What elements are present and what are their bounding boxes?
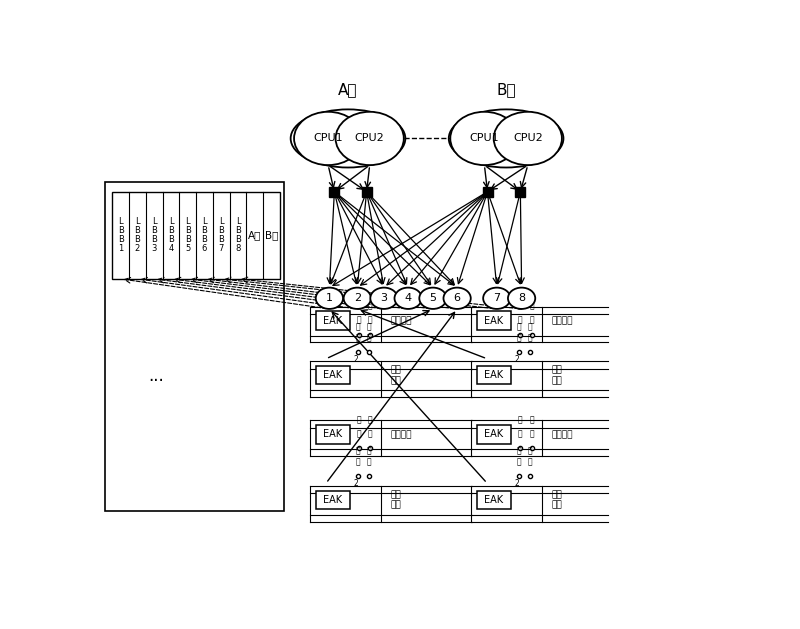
Text: CPU1: CPU1 bbox=[314, 133, 343, 143]
Text: 计轴
信号: 计轴 信号 bbox=[390, 365, 401, 385]
Circle shape bbox=[336, 112, 404, 165]
FancyBboxPatch shape bbox=[477, 311, 511, 330]
Text: L
B
B
8: L B B 8 bbox=[235, 217, 241, 253]
Text: 磁: 磁 bbox=[517, 457, 522, 466]
Circle shape bbox=[394, 287, 422, 309]
Text: A系: A系 bbox=[338, 82, 358, 97]
Text: 1: 1 bbox=[326, 293, 333, 303]
Text: 头: 头 bbox=[528, 447, 533, 455]
Text: ...: ... bbox=[148, 367, 164, 385]
Text: 5: 5 bbox=[430, 293, 437, 303]
Text: EAK: EAK bbox=[323, 495, 342, 504]
Text: 2: 2 bbox=[354, 293, 361, 303]
Text: 头: 头 bbox=[530, 429, 534, 438]
FancyBboxPatch shape bbox=[316, 311, 350, 330]
Text: B系: B系 bbox=[496, 82, 516, 97]
Circle shape bbox=[494, 112, 562, 165]
Text: 头: 头 bbox=[368, 429, 373, 438]
Text: 头: 头 bbox=[517, 447, 522, 455]
Text: 磁: 磁 bbox=[357, 415, 362, 424]
Circle shape bbox=[294, 112, 362, 165]
Text: 计轴信号: 计轴信号 bbox=[390, 316, 412, 325]
Text: L
B
B
1: L B B 1 bbox=[118, 217, 124, 253]
FancyBboxPatch shape bbox=[316, 491, 350, 509]
Text: 8: 8 bbox=[518, 293, 525, 303]
Circle shape bbox=[443, 287, 470, 309]
Text: 2: 2 bbox=[514, 479, 519, 488]
Text: 头: 头 bbox=[518, 429, 522, 438]
Text: 磁: 磁 bbox=[366, 333, 371, 342]
Text: 磁: 磁 bbox=[518, 415, 522, 424]
FancyBboxPatch shape bbox=[112, 192, 280, 279]
Circle shape bbox=[508, 287, 535, 309]
Circle shape bbox=[450, 112, 518, 165]
Text: 头: 头 bbox=[517, 322, 522, 331]
Text: EAK: EAK bbox=[323, 430, 342, 440]
FancyBboxPatch shape bbox=[477, 366, 511, 384]
Text: B系: B系 bbox=[265, 230, 278, 240]
Text: 头: 头 bbox=[518, 315, 522, 324]
Text: 磁: 磁 bbox=[530, 415, 534, 424]
Text: 磁: 磁 bbox=[356, 457, 360, 466]
Text: 计轴
信号: 计轴 信号 bbox=[390, 490, 401, 509]
Text: 计轴信号: 计轴信号 bbox=[551, 430, 573, 439]
Text: 头: 头 bbox=[530, 315, 534, 324]
Text: EAK: EAK bbox=[323, 370, 342, 381]
Text: 头: 头 bbox=[357, 429, 362, 438]
Circle shape bbox=[370, 287, 398, 309]
FancyBboxPatch shape bbox=[316, 425, 350, 443]
Text: 计轴信号: 计轴信号 bbox=[390, 430, 412, 439]
Circle shape bbox=[419, 287, 446, 309]
Text: 头: 头 bbox=[366, 447, 371, 455]
Text: CPU1: CPU1 bbox=[470, 133, 499, 143]
Text: 磁: 磁 bbox=[518, 301, 522, 310]
Text: 头: 头 bbox=[366, 322, 371, 331]
Text: 头: 头 bbox=[357, 315, 362, 324]
FancyBboxPatch shape bbox=[477, 491, 511, 509]
Text: A系: A系 bbox=[248, 230, 262, 240]
Text: 磁: 磁 bbox=[517, 333, 522, 342]
Text: L
B
B
4: L B B 4 bbox=[168, 217, 174, 253]
Text: L
B
B
6: L B B 6 bbox=[202, 217, 207, 253]
FancyBboxPatch shape bbox=[316, 366, 350, 384]
Text: 计轴
信号: 计轴 信号 bbox=[551, 365, 562, 385]
Text: 头: 头 bbox=[356, 322, 360, 331]
Text: 头: 头 bbox=[368, 315, 373, 324]
Text: EAK: EAK bbox=[485, 370, 503, 381]
FancyBboxPatch shape bbox=[477, 425, 511, 443]
Text: 头: 头 bbox=[356, 447, 360, 455]
Text: EAK: EAK bbox=[485, 316, 503, 326]
Text: 计轴
信号: 计轴 信号 bbox=[551, 490, 562, 509]
Text: 磁: 磁 bbox=[528, 457, 533, 466]
Text: L
B
B
5: L B B 5 bbox=[185, 217, 190, 253]
Text: 计轴信号: 计轴信号 bbox=[551, 316, 573, 325]
Circle shape bbox=[483, 287, 510, 309]
Text: EAK: EAK bbox=[485, 495, 503, 504]
Text: 磁: 磁 bbox=[356, 333, 360, 342]
Text: 头: 头 bbox=[528, 322, 533, 331]
Text: EAK: EAK bbox=[323, 316, 342, 326]
Text: L
B
B
2: L B B 2 bbox=[134, 217, 141, 253]
Text: 7: 7 bbox=[494, 293, 500, 303]
Text: 磁: 磁 bbox=[368, 415, 373, 424]
FancyBboxPatch shape bbox=[105, 182, 283, 511]
Text: 4: 4 bbox=[405, 293, 412, 303]
Text: 2: 2 bbox=[514, 355, 519, 364]
Text: L
B
B
7: L B B 7 bbox=[218, 217, 224, 253]
Text: L
B
B
3: L B B 3 bbox=[151, 217, 157, 253]
Circle shape bbox=[344, 287, 371, 309]
Text: 磁: 磁 bbox=[357, 301, 362, 310]
Text: 磁: 磁 bbox=[368, 301, 373, 310]
Text: 磁: 磁 bbox=[366, 457, 371, 466]
Text: 磁: 磁 bbox=[530, 301, 534, 310]
Circle shape bbox=[316, 287, 343, 309]
Text: CPU2: CPU2 bbox=[513, 133, 542, 143]
Text: CPU2: CPU2 bbox=[355, 133, 385, 143]
Text: 2: 2 bbox=[354, 355, 358, 364]
Text: 磁: 磁 bbox=[528, 333, 533, 342]
Text: 6: 6 bbox=[454, 293, 461, 303]
Text: EAK: EAK bbox=[485, 430, 503, 440]
Text: 3: 3 bbox=[381, 293, 387, 303]
Text: 2: 2 bbox=[354, 479, 358, 488]
